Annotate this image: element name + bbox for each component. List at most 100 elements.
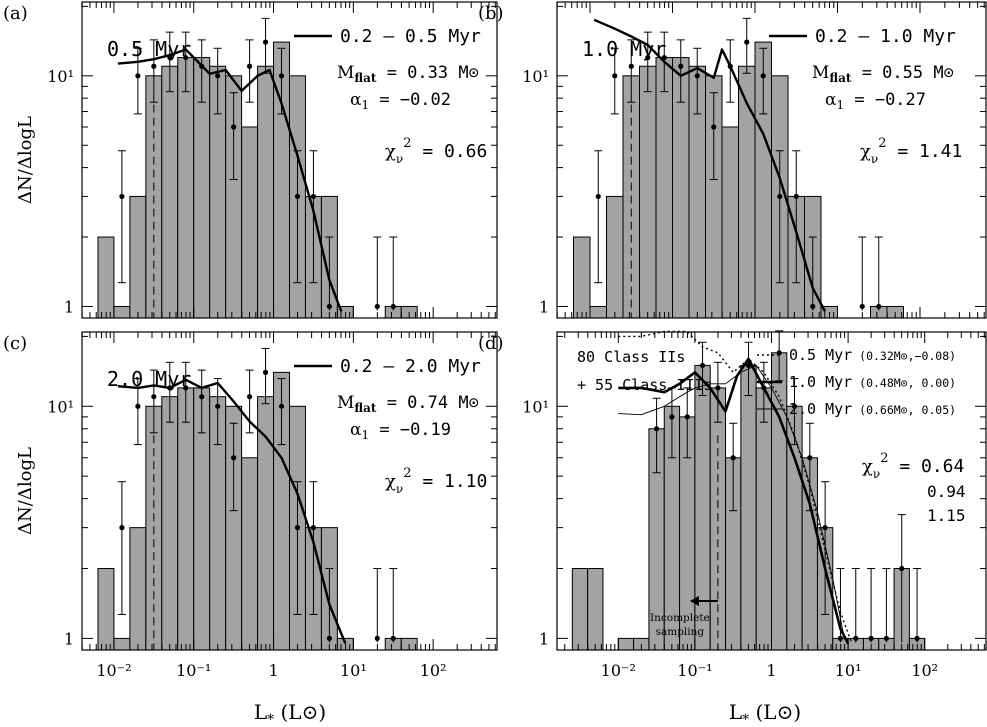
data-point: [876, 303, 882, 310]
data-point: [853, 635, 859, 641]
data-point: [231, 124, 237, 130]
histogram-bar: [694, 364, 711, 651]
data-point: [678, 63, 684, 69]
age-label: 1.0 Myr: [582, 37, 666, 61]
y-tick-label: 1: [539, 297, 549, 316]
histogram-bar: [161, 396, 179, 651]
panel-label: (a): [3, 3, 28, 24]
alpha-label: α1 = −0.27: [825, 90, 926, 112]
data-point: [119, 525, 125, 531]
histogram-bar: [129, 195, 147, 319]
mflat-symbol: M: [337, 393, 354, 413]
data-point: [183, 385, 189, 391]
histogram-bar: [113, 637, 131, 651]
alpha-symbol: α: [825, 90, 837, 110]
panel-label: (c): [3, 333, 27, 354]
mflat-label: Mflat = 0.33 M⊙: [337, 63, 479, 85]
chi-symbol: χ: [385, 471, 396, 492]
data-point: [868, 635, 874, 641]
y-axis-label: ΔN/ΔlogL: [15, 116, 36, 204]
mflat-value: = 0.33 M⊙: [376, 63, 478, 83]
data-point: [326, 303, 333, 310]
alpha-value: = −0.19: [369, 420, 451, 440]
mflat-subscript: flat: [354, 71, 377, 85]
legend-age: 0.5 Myr: [789, 346, 852, 364]
x-tick-label: 10⁻¹: [176, 661, 211, 680]
x-tick-label: 10⁻¹: [677, 661, 712, 680]
mflat-subscript: flat: [354, 401, 377, 415]
data-point: [246, 394, 253, 400]
data-point: [810, 303, 816, 310]
legend-params: (0.48M⊙, 0.00): [852, 376, 956, 390]
panel-label: (b): [478, 3, 504, 24]
legend-age: 2.0 Myr: [789, 400, 852, 418]
chi-symbol: χ: [860, 141, 871, 162]
annotation-text: sampling: [656, 626, 705, 638]
panel-d: 10⁻² 10⁻¹ 1 10¹ 10² 1 10¹ (d) 80 Class IIs + 55 C…: [478, 330, 987, 680]
data-point: [694, 73, 700, 79]
y-tick-label: 1: [64, 629, 74, 648]
plot-frame: [81, 1, 498, 319]
data-point: [914, 635, 920, 641]
data-point: [791, 403, 798, 409]
histogram-bar: [241, 457, 259, 651]
data-point: [374, 635, 380, 641]
data-point: [119, 193, 125, 200]
model-curve: [117, 48, 343, 313]
x-axis-symbol: L: [254, 700, 267, 724]
chi2-value: 0.94: [927, 482, 966, 501]
data-point: [715, 385, 721, 391]
model-curve-0.5myr: [618, 330, 853, 644]
x-axis-subscript: *: [742, 712, 749, 727]
legend-label: 1.0 Myr (0.48M⊙, 0.00): [789, 373, 956, 391]
histogram-bar: [129, 527, 147, 651]
data-point: [699, 362, 706, 369]
data-point: [262, 39, 269, 45]
data-point: [684, 414, 690, 420]
x-axis-label: L* (L⊙): [254, 700, 326, 727]
chi-subscript: ν: [873, 467, 880, 481]
chi-subscript: ν: [871, 152, 878, 166]
histogram-bar: [617, 637, 635, 651]
data-point: [294, 193, 301, 200]
data-point: [310, 525, 317, 531]
histogram-bar: [573, 236, 591, 319]
histogram-bar: [97, 568, 115, 651]
y-axis-label: ΔN/ΔlogL: [15, 447, 36, 535]
histogram-bar: [721, 126, 739, 319]
histogram-bar: [177, 57, 195, 319]
data-point: [793, 193, 799, 200]
histogram-bar: [639, 65, 657, 319]
y-tick-label: 1: [539, 629, 549, 648]
panel-c: 10⁻² 10⁻¹ 1 10¹ 10² 1 10¹ (c) 2.0 Myr 0.2 – 2.0 M…: [3, 331, 498, 680]
data-point: [390, 635, 396, 641]
data-point: [645, 54, 651, 61]
x-axis-label: L* (L⊙): [729, 700, 801, 727]
histogram-bar: [589, 305, 607, 319]
chi2-label: χν2 = 1.41: [860, 136, 962, 166]
histogram-bar: [587, 568, 604, 651]
data-point: [278, 403, 285, 409]
mflat-symbol: M: [812, 63, 829, 83]
age-label: 2.0 Myr: [107, 367, 191, 391]
data-point: [776, 350, 782, 356]
data-point: [744, 39, 750, 45]
legend-label: 0.5 Myr (0.32M⊙,−0.08): [789, 346, 956, 364]
histogram-bar: [740, 364, 757, 651]
x-axis-symbol: L: [729, 700, 742, 724]
panel-a: 1 10¹ (a) 0.5 Myr 0.2 – 0.5 Myr Mflat = 0.33 …: [3, 1, 498, 319]
alpha-label: α1 = −0.19: [350, 420, 451, 442]
data-point: [151, 394, 157, 400]
histogram-bar: [241, 126, 259, 319]
data-point: [262, 369, 269, 375]
data-point: [390, 303, 396, 310]
data-point: [374, 303, 380, 310]
data-point: [135, 73, 141, 79]
histogram-bar: [113, 305, 131, 319]
data-point: [246, 63, 253, 69]
data-point: [822, 525, 828, 531]
chi2-label: χν2 = 0.64: [862, 451, 964, 481]
data-point: [899, 565, 905, 572]
alpha-symbol: α: [350, 420, 362, 440]
chi-superscript: 2: [403, 466, 411, 481]
